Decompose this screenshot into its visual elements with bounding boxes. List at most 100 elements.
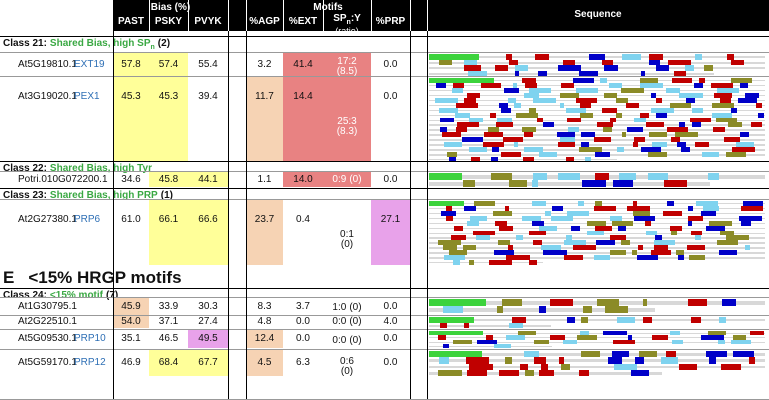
- value-cell: 0:9 (0): [323, 172, 371, 187]
- sequence-highlight: [490, 157, 499, 162]
- sequence-highlight: [656, 112, 668, 118]
- sequence-highlight: [745, 245, 751, 251]
- sequence-highlight: [600, 78, 608, 83]
- sequence-highlight: [532, 180, 538, 187]
- sequence-highlight: [443, 306, 463, 314]
- sequence-highlight: [541, 363, 549, 370]
- sequence-highlight: [551, 215, 573, 221]
- value-cell: 14.4: [283, 77, 323, 162]
- value-cell: 0.0: [371, 330, 410, 348]
- value-text: 35.1: [121, 333, 141, 344]
- sequence-highlight: [649, 54, 664, 60]
- sequence-highlight: [522, 157, 534, 162]
- sequence-highlight: [580, 112, 594, 118]
- sequence-highlight: [440, 117, 454, 123]
- sequence-highlight: [613, 180, 633, 187]
- column-rule: [246, 31, 247, 400]
- ratio-text: 1:0: [332, 301, 347, 313]
- sequence-highlight: [566, 210, 590, 216]
- sequence-highlight: [469, 363, 493, 370]
- sequence-highlight: [758, 112, 764, 118]
- sequence-highlight: [473, 230, 496, 236]
- sequence-highlight: [549, 299, 573, 307]
- sequence-highlight: [551, 205, 563, 211]
- sequence-highlight: [681, 147, 691, 153]
- sequence-highlight: [714, 92, 732, 98]
- sequence-highlight: [652, 335, 668, 340]
- sequence-highlight: [678, 122, 685, 128]
- class-title: Shared Bias, high SPn: [50, 38, 155, 51]
- value-cell: 0.0: [371, 172, 410, 187]
- sequence-highlight: [641, 70, 646, 76]
- sequence-highlight: [719, 317, 727, 323]
- sequence-highlight: [586, 220, 606, 226]
- sequence-highlight: [538, 70, 547, 76]
- value-text: 45.8: [158, 173, 179, 185]
- sequence-highlight: [508, 322, 524, 328]
- sequence-line: [429, 247, 765, 249]
- sequence-highlight: [563, 339, 577, 344]
- value-cell: 46.9: [113, 350, 149, 376]
- sequence-highlight: [535, 54, 550, 60]
- value-text: 0.0: [383, 300, 398, 312]
- header-divider: [410, 0, 411, 31]
- sequence-line: [429, 212, 765, 215]
- value-cell: 41.4: [283, 53, 323, 76]
- sequence-line: [429, 72, 715, 75]
- ratio-value: (0): [349, 334, 362, 346]
- sequence-highlight: [476, 235, 490, 241]
- sequence-highlight: [743, 201, 763, 206]
- value-cell: 0:6 (0): [323, 350, 371, 376]
- sequence-highlight: [474, 201, 496, 206]
- value-cell: 66.1: [149, 200, 188, 265]
- sequence-highlight: [589, 54, 606, 60]
- sequence-highlight: [559, 102, 565, 108]
- value-text: 0.0: [296, 316, 310, 327]
- sequence-highlight: [711, 112, 732, 118]
- sequence-highlight: [749, 357, 755, 364]
- sequence-highlight: [486, 335, 493, 340]
- value-cell: 4.0: [371, 316, 410, 328]
- sequence-highlight: [636, 255, 659, 261]
- sequence-highlight: [617, 225, 627, 231]
- sequence-highlight: [633, 137, 646, 143]
- sequence-highlight: [594, 152, 611, 158]
- sequence-highlight: [711, 102, 735, 108]
- sequence-highlight: [637, 245, 644, 251]
- value-cell: 4.5: [246, 350, 283, 376]
- ratio-text: 0:1: [340, 228, 354, 240]
- sequence-highlight: [731, 78, 752, 83]
- sequence-highlight: [514, 102, 521, 108]
- sequence-highlight: [618, 173, 636, 180]
- sequence-highlight: [490, 112, 496, 118]
- sequence-highlight: [453, 225, 464, 231]
- sequence-highlight: [515, 65, 528, 71]
- value-text: 0.0: [383, 357, 398, 368]
- gene-id: At3G19020.1: [18, 91, 77, 102]
- sequence-highlight: [568, 127, 580, 133]
- sequence-highlight: [651, 142, 668, 148]
- value-cell: 57.8: [113, 53, 149, 76]
- sequence-highlight: [468, 260, 475, 265]
- sequence-highlight: [451, 87, 464, 93]
- class-title-text: Shared Bias, high Tyr: [49, 163, 152, 174]
- sequence-highlight: [573, 245, 597, 251]
- sequence-highlight: [466, 369, 488, 376]
- sequence-highlight: [558, 173, 581, 180]
- sequence-line: [429, 182, 711, 186]
- value-cell: 3.7: [283, 298, 323, 315]
- value-text: 68.4: [158, 357, 179, 368]
- sequence-highlight: [615, 97, 629, 103]
- sequence-highlight: [464, 65, 482, 71]
- ratio-value: (0): [349, 316, 362, 327]
- value-cell: 57.4: [149, 53, 188, 76]
- sequence-highlight: [717, 339, 726, 344]
- sequence-highlight: [466, 220, 480, 226]
- sequence-highlight: [443, 142, 463, 148]
- sequence-highlight: [559, 137, 576, 143]
- sequence-highlight: [679, 92, 703, 98]
- value-cell: 54.0: [113, 316, 149, 328]
- value-text: 4.0: [383, 316, 398, 327]
- value-text: 30.3: [198, 300, 218, 312]
- sequence-line: [429, 333, 765, 334]
